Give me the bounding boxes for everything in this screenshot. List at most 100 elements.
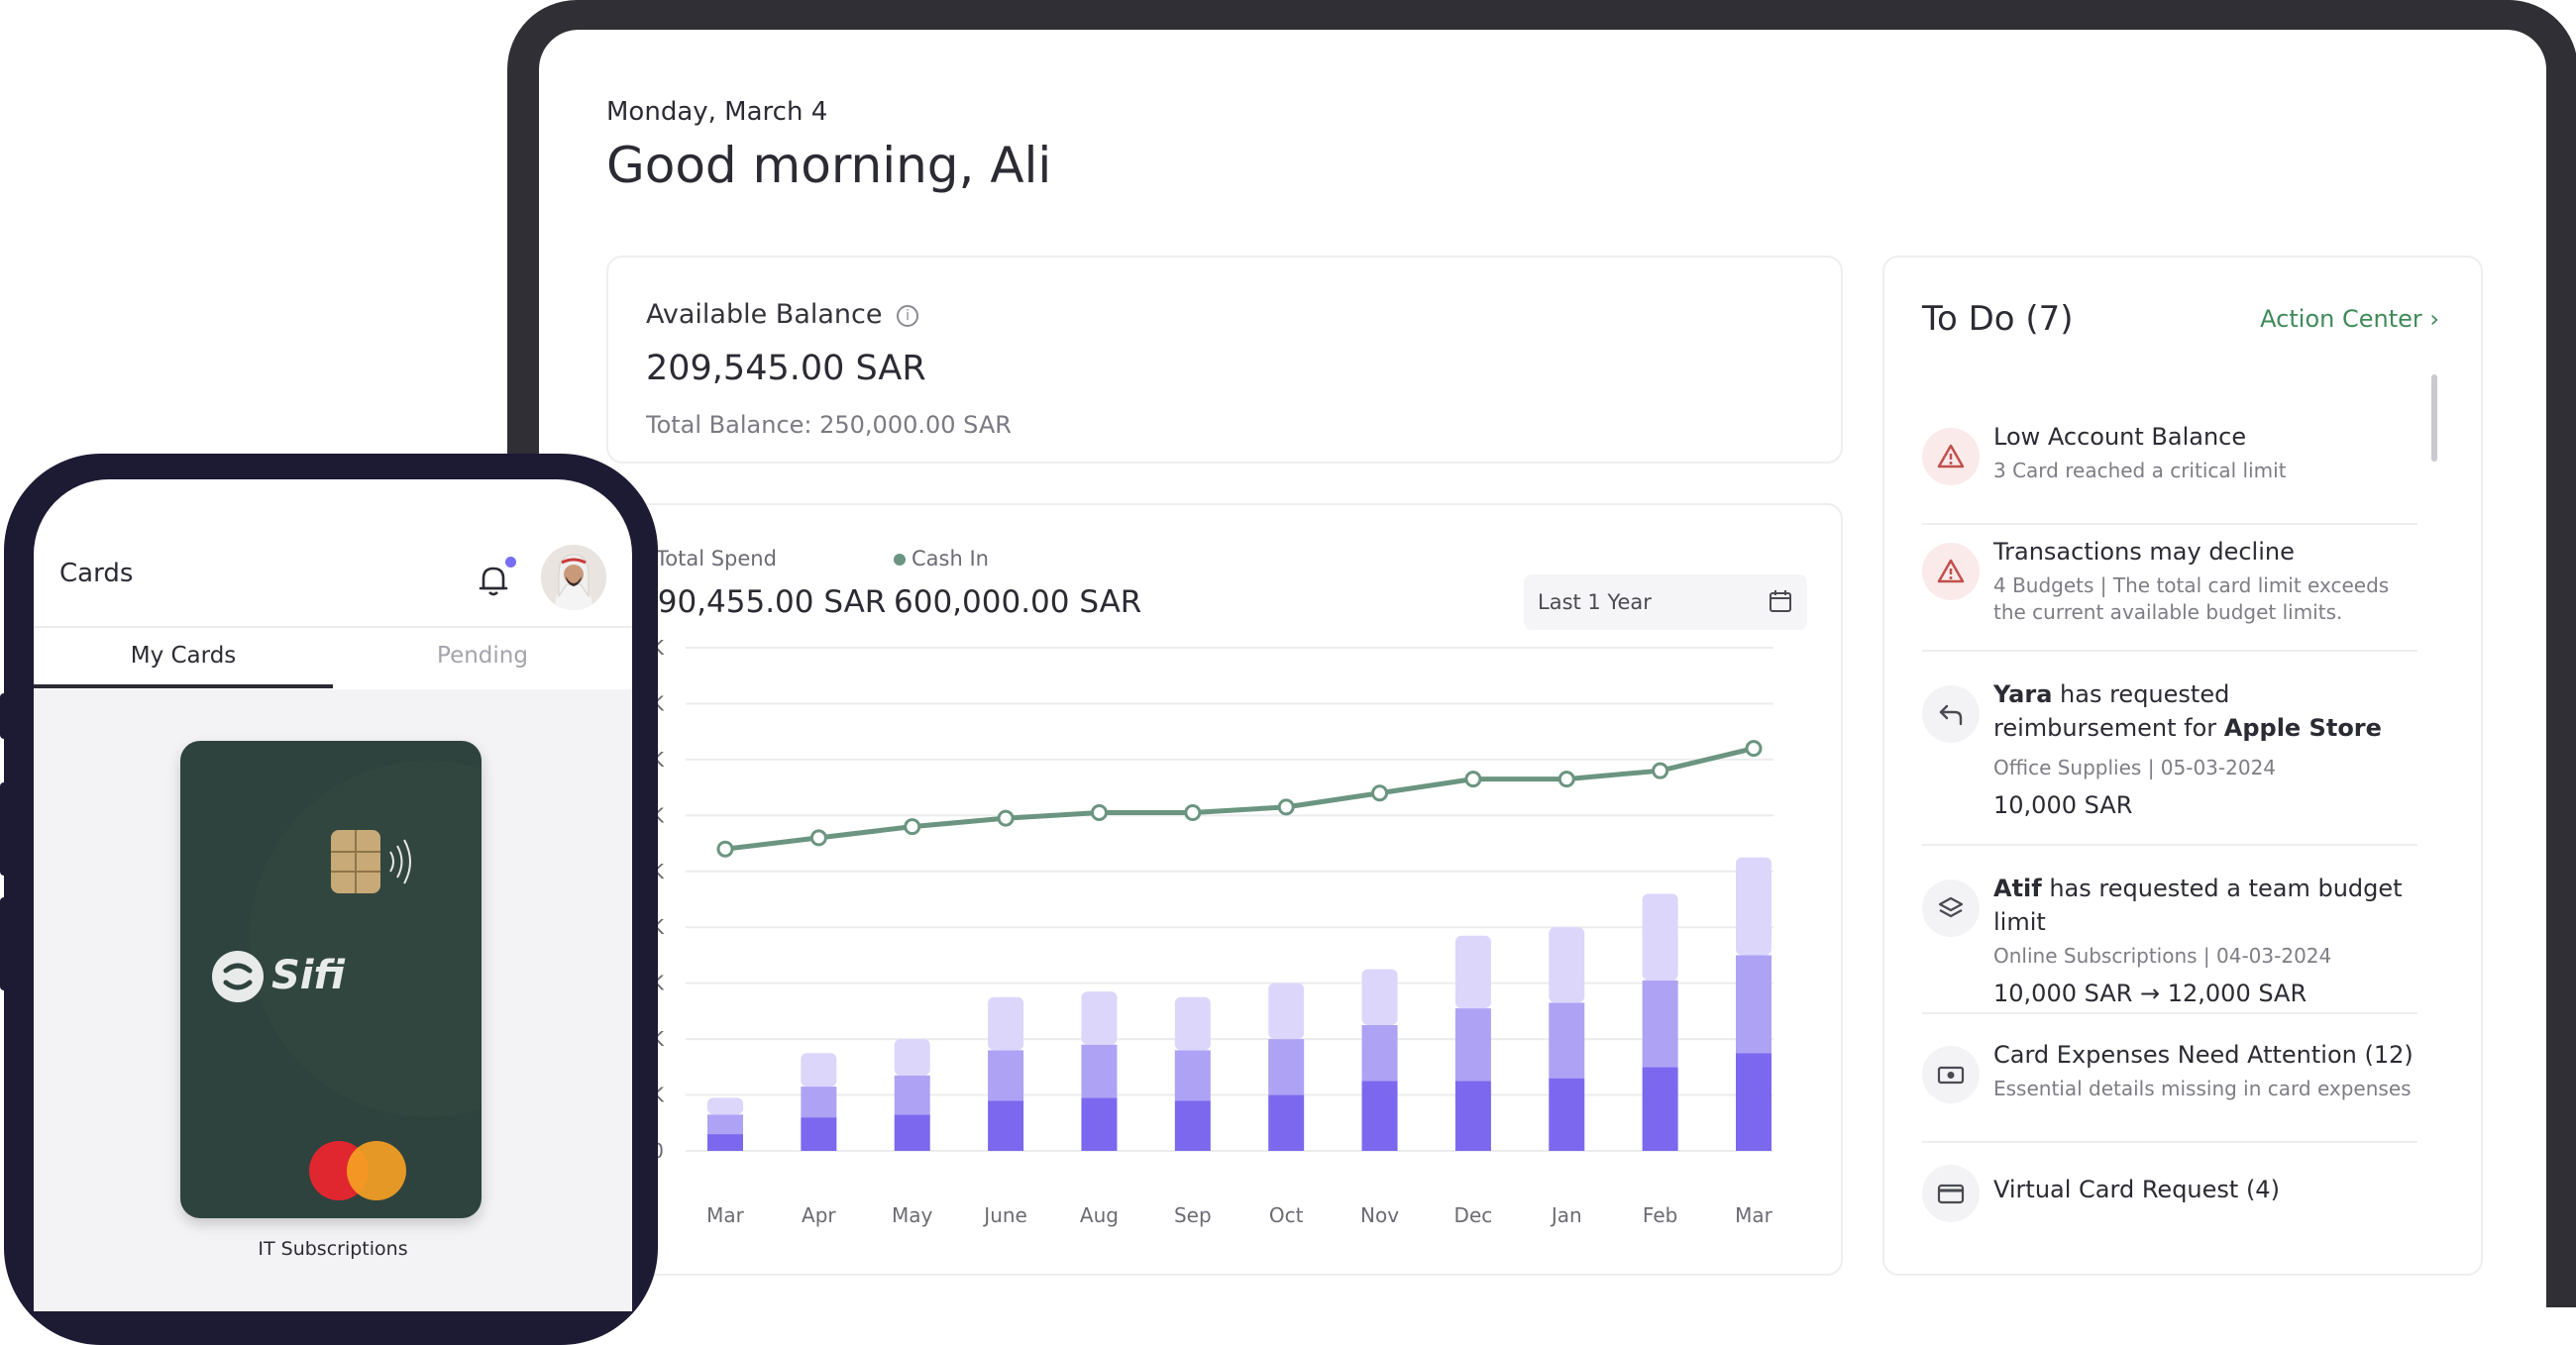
bar-segment: [1736, 857, 1771, 956]
request-amount: 10,000 SAR → 12,000 SAR: [1993, 980, 2308, 1007]
request-target: Apple Store: [2223, 714, 2382, 742]
cash-in-point: [997, 809, 1015, 827]
todo-item-sub: 4 Budgets | The total card limit exceeds…: [1993, 573, 2390, 624]
card-artwork: [212, 761, 482, 1200]
bar-segment: [1549, 1078, 1585, 1151]
balance-title-row: Available Balance i: [646, 299, 919, 330]
total-balance-label: Total Balance: 250,000.00 SAR: [646, 411, 1012, 439]
todo-item-title: Yara has requested reimbursement for App…: [1993, 677, 2419, 745]
bar-segment: [1268, 1039, 1305, 1095]
phone-side-button: [0, 693, 10, 739]
bar-segment: [1081, 1097, 1118, 1151]
tab-my-cards[interactable]: My Cards: [130, 643, 237, 669]
todo-item-card-expenses[interactable]: Card Expenses Need Attention (12) Essent…: [1922, 1038, 2417, 1143]
x-tick-label: May: [892, 1203, 933, 1227]
bar-segment: [1642, 1067, 1678, 1151]
cash-in-point: [904, 818, 921, 836]
avatar[interactable]: [541, 545, 606, 610]
payment-card[interactable]: Sifi: [180, 741, 482, 1218]
info-icon[interactable]: i: [897, 304, 919, 327]
active-tab-indicator: [34, 684, 333, 688]
cash-in-dot-icon: [894, 554, 906, 566]
cards-page-title: Cards: [59, 559, 134, 588]
cash-in-point: [1652, 762, 1669, 779]
greeting-title: Good morning, Ali: [606, 137, 1052, 194]
x-tick-label: Feb: [1643, 1203, 1677, 1227]
date-label: Monday, March 4: [606, 97, 828, 127]
todo-text: Virtual Card Request (4): [1993, 1173, 2419, 1206]
warning-icon: [1922, 543, 1980, 600]
todo-item-low-balance[interactable]: Low Account Balance 3 Card reached a cri…: [1922, 420, 2417, 525]
todo-title: To Do (7): [1922, 299, 2074, 339]
phone-side-button: [0, 782, 10, 876]
bar-segment: [1736, 1053, 1771, 1151]
cash-in-point: [1277, 798, 1295, 816]
cash-in-point: [1090, 804, 1108, 822]
cash-in-point: [716, 840, 734, 858]
calendar-icon: [1770, 590, 1791, 612]
x-tick-label: Dec: [1454, 1203, 1493, 1227]
bar-segment: [1454, 1008, 1491, 1082]
card-brand-logo: Sifi: [271, 953, 346, 998]
bar-segment: [1642, 893, 1678, 981]
date-range-select[interactable]: Last 1 Year: [1524, 574, 1807, 630]
return-arrow-icon: [1922, 685, 1980, 743]
bar-segment: [801, 1086, 837, 1118]
bar-segment: [1081, 991, 1118, 1045]
request-text: has requested a team budget limit: [1993, 875, 2403, 936]
legend-cash-in: Cash In: [894, 547, 989, 570]
header-divider: [34, 626, 632, 628]
todo-item-title: Transactions may decline: [1993, 538, 2295, 566]
bar-segment: [801, 1053, 837, 1087]
cash-in-point: [1745, 740, 1763, 758]
todo-item-budget-limit[interactable]: Atif has requested a team budget limit O…: [1922, 872, 2417, 1014]
todo-item-virtual-card[interactable]: Virtual Card Request (4): [1922, 1157, 2417, 1256]
x-tick-label: Sep: [1174, 1203, 1212, 1227]
bar-segment: [1642, 980, 1678, 1068]
dashboard-screen: Monday, March 4 Good morning, Ali Availa…: [539, 30, 2546, 1307]
todo-item-title: Card Expenses Need Attention (12): [1993, 1041, 2414, 1069]
cash-in-point: [1557, 771, 1575, 788]
bar-segment: [1361, 1025, 1398, 1082]
todo-text: Transactions may decline 4 Budgets | The…: [1993, 535, 2419, 626]
warning-icon: [1922, 428, 1980, 485]
todo-scrollbar[interactable]: [2431, 374, 2437, 462]
x-tick-label: Aug: [1080, 1203, 1119, 1227]
cash-in-label: Cash In: [912, 547, 989, 570]
bar-segment: [894, 1039, 930, 1076]
bar-segment: [1174, 1050, 1211, 1101]
bar-segment: [1454, 1081, 1491, 1151]
todo-text: Yara has requested reimbursement for App…: [1993, 677, 2419, 819]
bell-icon[interactable]: [474, 561, 513, 600]
requester-name: Atif: [1993, 875, 2042, 902]
x-tick-label: June: [982, 1203, 1027, 1227]
cash-in-point: [1371, 784, 1389, 802]
cash-in-point: [1464, 771, 1482, 788]
todo-item-title: Virtual Card Request (4): [1993, 1176, 2280, 1203]
todo-text: Low Account Balance 3 Card reached a cri…: [1993, 420, 2419, 484]
available-balance-value: 209,545.00 SAR: [646, 349, 926, 388]
todo-item-transactions[interactable]: Transactions may decline 4 Budgets | The…: [1922, 535, 2417, 652]
phone-side-button: [0, 897, 10, 990]
bar-segment: [1268, 1094, 1305, 1151]
spend-chart: 0100K200K300K400K500K600K700K800K900KMar…: [613, 636, 1773, 1227]
bar-segment: [1174, 1100, 1211, 1151]
todo-item-sub: Office Supplies | 05-03-2024: [1993, 756, 2277, 779]
tab-pending[interactable]: Pending: [437, 643, 528, 669]
action-center-link[interactable]: Action Center ›: [2260, 305, 2439, 333]
balance-panel: Available Balance i 209,545.00 SAR Total…: [606, 256, 1843, 464]
bar-segment: [1081, 1044, 1118, 1098]
bar-segment: [1268, 983, 1305, 1040]
x-tick-label: Jan: [1550, 1203, 1582, 1227]
date-range-label: Last 1 Year: [1538, 590, 1652, 614]
bar-segment: [988, 1100, 1024, 1151]
todo-item-sub: Online Subscriptions | 04-03-2024: [1993, 944, 2332, 968]
request-amount: 10,000 SAR: [1993, 791, 2133, 819]
notification-dot: [505, 557, 516, 568]
x-tick-label: Mar: [706, 1203, 745, 1227]
request-text: has requested reimbursement for: [1993, 680, 2230, 742]
action-center-label: Action Center: [2260, 305, 2422, 333]
todo-item-reimbursement[interactable]: Yara has requested reimbursement for App…: [1922, 677, 2417, 846]
todo-item-title: Atif has requested a team budget limit: [1993, 872, 2419, 939]
bar-segment: [894, 1075, 930, 1115]
